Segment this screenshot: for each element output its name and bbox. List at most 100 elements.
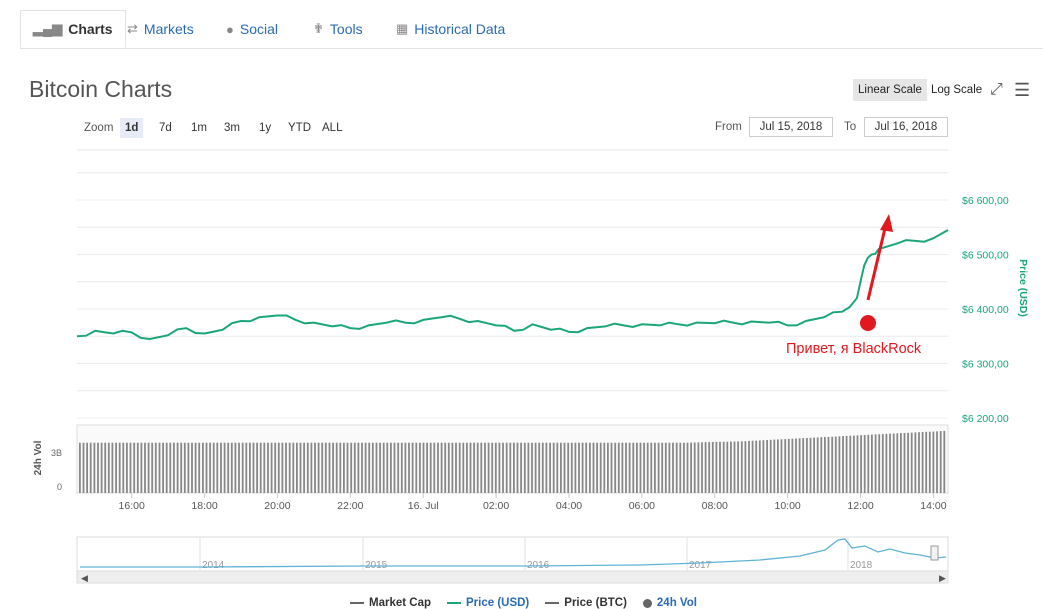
tab-social-label: Social [239,21,278,37]
volume-bar [303,442,305,493]
volume-panel [76,424,949,494]
volume-bar [686,442,689,493]
price-axis-ticks: $6 200,00 $6 300,00 $6 400,00 $6 500,00 $6 6… [962,195,1009,425]
volume-bar [274,442,277,493]
volume-bar [766,440,768,493]
volume-bar [426,442,428,493]
volume-bar [614,442,617,493]
volume-bar [527,442,530,493]
volume-bar [82,442,85,493]
tab-markets[interactable]: ⇄ Markets [127,10,194,48]
volume-bar [433,442,436,493]
navigator-scrollbar[interactable] [76,570,949,584]
volume-bar [97,442,99,493]
volume-bar [364,442,367,493]
legend-price-btc[interactable]: Price (BTC) [545,597,627,609]
zoom-1d[interactable]: 1d [120,118,144,138]
to-date-input[interactable]: Jul 16, 2018 [864,117,948,137]
volume-bar [581,442,584,493]
volume-bar [458,442,461,493]
fullscreen-icon[interactable]: ⤢ [990,81,1003,98]
zoom-ytd[interactable]: YTD [288,122,311,134]
zoom-1m[interactable]: 1m [191,122,207,134]
zoom-all[interactable]: ALL [322,122,343,134]
volume-bar [263,442,266,493]
tab-social[interactable]: ● Social [226,10,278,48]
tab-charts[interactable]: ▂▄▆ Charts [20,10,126,48]
tab-markets-label: Markets [143,21,194,37]
time-tick-label: 12:00 [847,500,873,512]
volume-bar [704,442,707,493]
volume-bar [205,442,208,493]
volume-bar [755,440,758,493]
volume-bar [353,442,356,493]
linear-scale-button[interactable]: Linear Scale [853,79,927,101]
volume-bar [679,442,682,493]
scroll-right-icon[interactable]: ▶ [939,573,946,583]
volume-bar [151,442,154,493]
volume-bar [664,442,667,493]
scroll-left-icon[interactable]: ◀ [81,573,88,583]
navigator-year-label: 2017 [689,560,712,571]
volume-bar [126,442,128,493]
volume-bar [690,442,692,493]
volume-bar [842,436,844,493]
tab-charts-label: Charts [68,21,113,37]
volume-bar [158,442,161,493]
volume-bar [513,442,515,493]
time-tick-label: 08:00 [702,500,728,512]
log-scale-button[interactable]: Log Scale [931,84,983,96]
volume-bar [834,436,837,493]
volume-bar [621,442,624,493]
volume-bar [918,432,920,493]
volume-bar [187,442,190,493]
volume-bar [469,442,472,493]
volume-bar [256,442,258,493]
volume-bar [701,442,703,493]
tab-tools[interactable]: ✟ Tools [313,10,363,48]
volume-bar [350,442,353,493]
volume-bar [466,442,468,493]
volume-tick-3b: 3B [51,448,62,458]
volume-bar [212,442,215,493]
volume-bar [726,441,729,493]
zoom-3m[interactable]: 3m [224,122,240,134]
zoom-7d[interactable]: 7d [159,122,172,134]
volume-bar [885,433,888,493]
volume-bar [820,437,823,493]
navigator-handle[interactable] [930,545,939,561]
volume-bar [411,442,414,493]
zoom-1y[interactable]: 1y [259,122,272,134]
volume-bar [545,442,548,493]
price-tick-label: $6 200,00 [962,413,1009,425]
volume-bar [791,438,794,493]
volume-bar [549,442,551,493]
volume-bar [683,442,685,493]
menu-icon[interactable]: ☰ [1014,80,1031,100]
legend-market-cap[interactable]: Market Cap [350,597,431,609]
volume-bar [277,442,280,493]
volume-bar [560,442,562,493]
volume-bar [668,442,671,493]
legend-24h-vol[interactable]: 24h Vol [642,597,697,609]
volume-bar [299,442,302,493]
volume-bar [332,442,334,493]
volume-bar [607,442,609,493]
volume-bar [740,441,743,493]
volume-bar [118,442,121,493]
tab-historical-data[interactable]: ▦ Historical Data [396,10,505,48]
volume-bar [252,442,255,493]
from-date-input[interactable]: Jul 15, 2018 [749,117,833,137]
volume-bar [180,442,183,493]
legend-price-usd[interactable]: Price (USD) [447,597,529,609]
volume-bar [578,442,580,493]
volume-bar [889,433,891,493]
time-tick-label: 06:00 [629,500,655,512]
volume-bar [79,442,81,493]
volume-bar [928,431,931,493]
volume-bar [285,442,287,493]
navigator-years: 2014 2015 2016 2017 2018 [199,537,873,571]
volume-bar [397,442,400,493]
bar-chart-icon: ▂▄▆ [33,21,63,36]
volume-bar [914,432,917,493]
